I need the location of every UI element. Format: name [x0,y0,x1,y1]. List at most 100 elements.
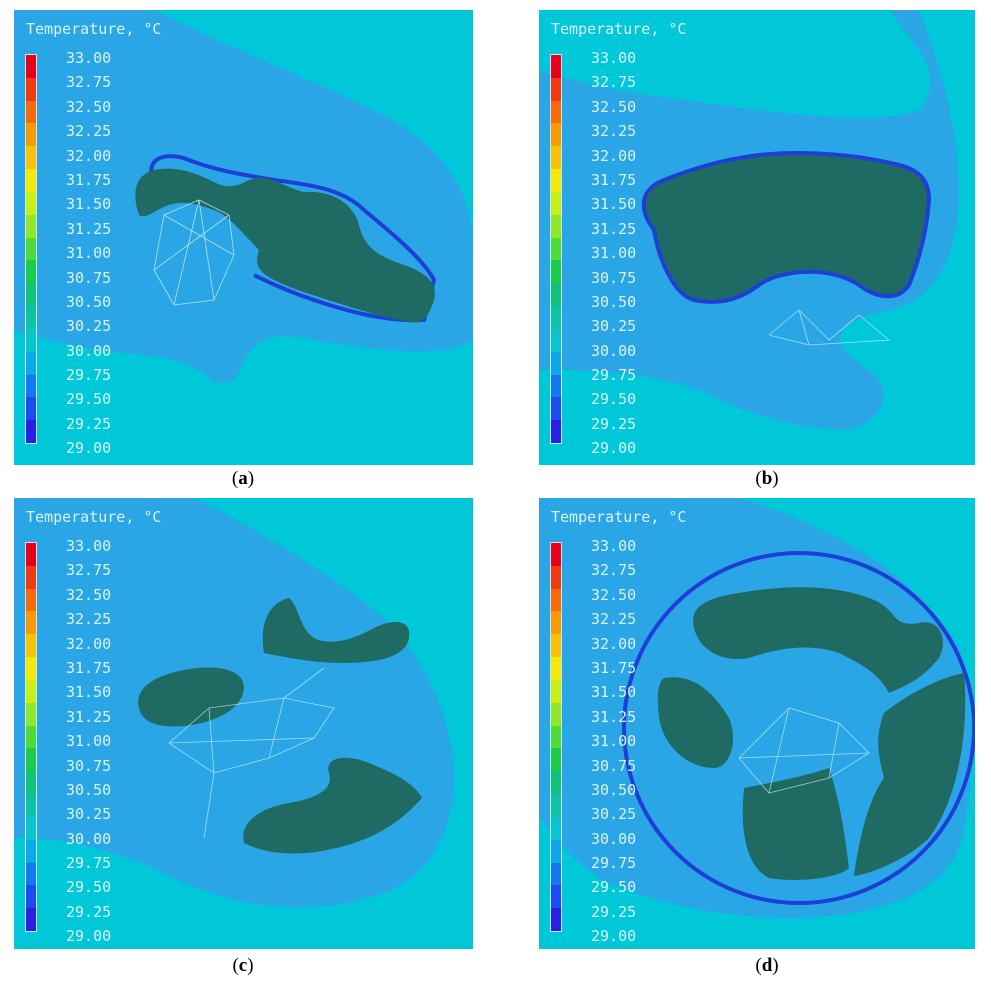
caption-a: (a) [231,468,255,489]
colorbar-swatch [26,397,36,421]
legend-tick-label: 29.50 [66,878,112,897]
legend-tick-label: 32.00 [66,146,112,165]
colorbar-swatch [551,283,561,307]
legend-tick-label: 31.00 [591,732,637,751]
legend-tick-label: 30.25 [66,317,112,336]
colorbar-swatch [551,397,561,421]
colorbar-swatch [26,839,36,863]
legend-tick-label: 29.00 [66,439,112,458]
legend-tick-label: 30.50 [591,292,637,311]
colorbar [550,542,562,932]
colorbar-swatch [551,908,561,932]
colorbar-swatch [551,748,561,772]
thermal-field-a [14,10,473,383]
legend-ticks: 33.00 32.75 32.50 32.25 32.00 31.75 31.50 31.25… [591,46,671,461]
colorbar-swatch [26,679,36,703]
legend-tick-label: 32.25 [591,122,637,141]
colorbar-swatch [551,565,561,589]
legend-tick-label: 29.00 [66,927,112,946]
colorbar-swatch [26,794,36,817]
legend-tick-label: 32.50 [66,97,112,116]
colorbar-swatch [551,679,561,703]
legend-tick-label: 33.00 [591,49,637,67]
colorbar-swatch [551,816,561,840]
colorbar-swatch [26,55,36,78]
colorbar-swatch [551,611,561,635]
legend-tick-label: 30.00 [66,829,112,848]
colorbar-swatch [26,328,36,352]
colorbar-swatch [26,146,36,170]
colorbar-swatch [26,77,36,101]
colorbar-swatch [26,100,36,124]
legend-tick-label: 29.75 [66,854,112,873]
caption-d: (d) [755,955,779,976]
colorbar-swatch [26,908,36,932]
colorbar-swatch [26,565,36,589]
legend-tick-label: 30.75 [591,268,637,287]
colorbar-swatch [551,77,561,101]
colorbar-swatch [551,100,561,124]
mesh-wireframe-b [768,309,891,346]
legend-tick-label: 31.50 [591,195,637,214]
legend-tick-label: 30.75 [66,756,112,775]
legend-tick-label: 32.75 [66,73,112,92]
colorbar-swatch [551,191,561,215]
colorbar-swatch [551,351,561,375]
colorbar-swatch [26,862,36,886]
caption-b: (b) [755,468,779,489]
colorbar-swatch [551,657,561,680]
colorbar-swatch [26,260,36,284]
legend-tick-label: 31.75 [591,658,637,677]
colorbar-swatch [26,885,36,909]
colorbar-swatch [26,283,36,307]
legend-tick-label: 31.50 [66,195,112,214]
legend-tick-label: 29.75 [591,366,637,385]
colorbar-swatch [26,748,36,772]
heat-object-b [641,151,932,304]
colorbar-swatch [26,191,36,215]
legend-tick-label: 32.50 [66,585,112,604]
colorbar-swatch [551,771,561,795]
colorbar-swatch [551,123,561,147]
panel-b: Temperature, °C 33.00 32.75 32.50 32.25 32.0… [539,10,975,465]
heat-object-c1 [262,598,410,663]
legend-title: Temperature, °C [26,508,162,526]
legend-tick-label: 31.75 [66,658,112,677]
colorbar-swatch [551,420,561,444]
legend-tick-label: 32.75 [591,561,637,580]
legend-tick-label: 31.50 [591,683,637,702]
legend-tick-label: 32.50 [591,97,637,116]
cold-edge-a [149,154,437,323]
legend-tick-label: 31.75 [66,170,112,189]
colorbar-swatch [551,885,561,909]
colorbar-swatch [26,123,36,147]
legend-tick-label: 30.00 [591,341,637,360]
legend-tick-label: 29.00 [591,439,637,458]
cold-edge-d [622,551,975,905]
legend-tick-label: 33.00 [591,537,637,555]
legend-tick-label: 32.00 [591,634,637,653]
mesh-wireframe-d [738,707,870,794]
colorbar-swatch [551,374,561,398]
legend-tick-label: 31.25 [591,219,637,238]
legend-tick-label: 32.00 [591,146,637,165]
panel-c: Temperature, °C 33.00 32.75 32.50 32.25 32.0… [14,498,473,949]
legend-tick-label: 30.50 [66,292,112,311]
legend-tick-label: 31.50 [66,683,112,702]
panel-a: Temperature, °C 33.00 32.75 32.50 32.25 32.0… [14,10,473,465]
colorbar-swatch [26,771,36,795]
colorbar-swatch [551,725,561,749]
colorbar-swatch [551,306,561,329]
legend-tick-label: 29.25 [66,902,112,921]
heat-object-a [135,168,435,323]
legend-ticks: 33.00 32.75 32.50 32.25 32.00 31.75 31.50 31.25… [66,46,146,461]
legend-tick-label: 30.50 [591,780,637,799]
colorbar-swatch [551,237,561,261]
colorbar-swatch [551,328,561,352]
legend-tick-label: 33.00 [66,537,112,555]
legend-title: Temperature, °C [551,508,687,526]
legend-tick-label: 31.75 [591,170,637,189]
legend-tick-label: 31.25 [66,219,112,238]
legend-ticks: 33.00 32.75 32.50 32.25 32.00 31.75 31.50 31.25… [66,534,146,949]
colorbar-swatch [551,146,561,170]
